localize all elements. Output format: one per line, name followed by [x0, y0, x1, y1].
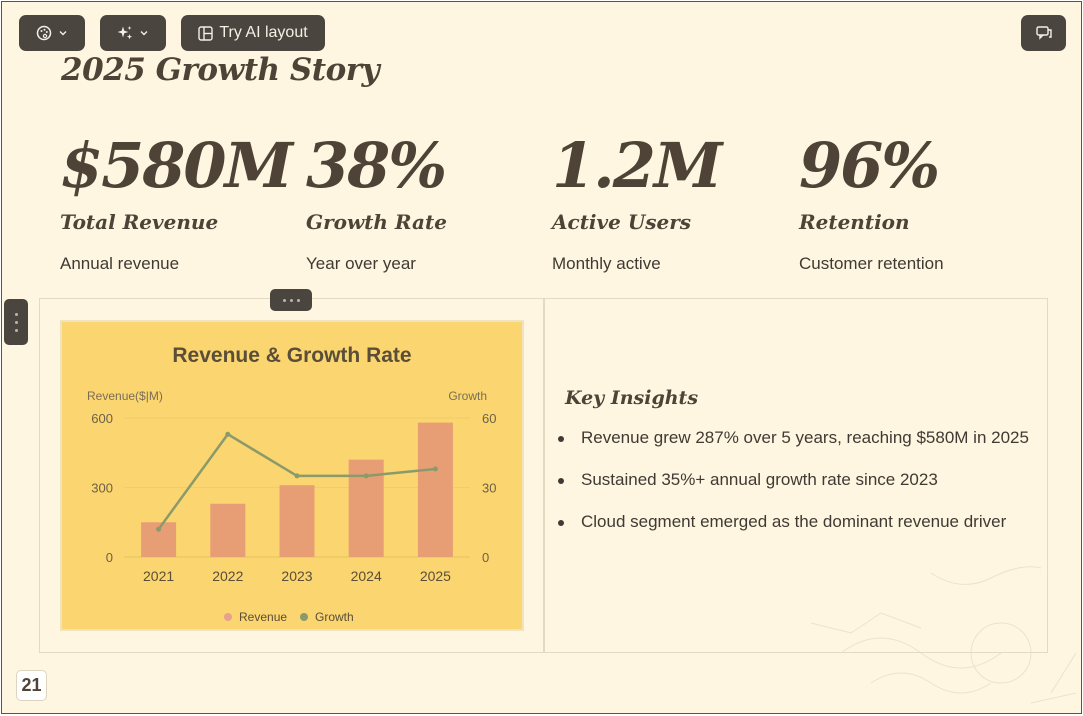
revenue-bar [417, 422, 453, 557]
try-ai-layout-label: Try AI layout [219, 24, 308, 41]
content-panel[interactable]: Revenue & Growth Rate Revenue($|M) Growt… [39, 298, 1048, 653]
sparkles-icon [117, 25, 133, 41]
stat-value: 1.2M [552, 129, 723, 202]
insight-item: Cloud segment emerged as the dominant re… [558, 509, 1035, 535]
stat-description: Year over year [306, 254, 416, 273]
stat-card-revenue[interactable]: $580M Total Revenue Annual revenue [60, 130, 300, 274]
revenue-growth-chart: Revenue & Growth Rate Revenue($|M) Growt… [87, 344, 496, 624]
legend-marker [224, 613, 232, 621]
stat-card-users[interactable]: 1.2M Active Users Monthly active [552, 130, 792, 274]
legend-marker [300, 613, 308, 621]
ai-menu-button[interactable] [100, 15, 166, 51]
insight-item: Sustained 35%+ annual growth rate since … [558, 467, 1035, 493]
y-tick-label-left: 300 [91, 481, 113, 496]
stat-label: Retention [799, 210, 910, 234]
legend-label: Growth [315, 610, 354, 624]
growth-point [156, 526, 162, 532]
chart-title: Revenue & Growth Rate [172, 344, 411, 367]
stat-value: $580M [60, 129, 293, 202]
palette-icon [36, 25, 52, 41]
block-drag-handle[interactable] [4, 299, 28, 345]
stat-value: 96% [799, 129, 940, 202]
stat-label: Growth Rate [306, 210, 447, 234]
stat-description: Customer retention [799, 254, 944, 273]
column-divider [543, 299, 545, 652]
layout-icon [198, 25, 214, 41]
stat-label: Active Users [552, 210, 692, 234]
x-tick-label: 2022 [212, 568, 243, 584]
stat-description: Monthly active [552, 254, 661, 273]
y-axis-label-left: Revenue($|M) [87, 389, 163, 403]
y-tick-label-left: 600 [91, 411, 113, 426]
x-tick-label: 2023 [281, 568, 312, 584]
insights-title: Key Insights [565, 387, 699, 409]
chevron-down-icon [58, 28, 68, 38]
insight-item: Revenue grew 287% over 5 years, reaching… [558, 425, 1035, 451]
try-ai-layout-button[interactable]: Try AI layout [181, 15, 325, 51]
x-tick-label: 2024 [351, 568, 382, 584]
stat-card-growth[interactable]: 38% Growth Rate Year over year [306, 130, 546, 274]
growth-point [225, 431, 231, 437]
comment-button[interactable] [1021, 15, 1066, 51]
growth-point [363, 473, 369, 479]
key-insights[interactable]: Key Insights Revenue grew 287% over 5 ye… [558, 387, 1035, 551]
y-axis-label-right: Growth [448, 389, 487, 403]
y-tick-label-left: 0 [106, 550, 113, 565]
revenue-bar [210, 503, 246, 557]
slide-title[interactable]: 2025 Growth Story [61, 52, 380, 88]
stat-label: Total Revenue [60, 210, 219, 234]
stat-card-retention[interactable]: 96% Retention Customer retention [799, 130, 1039, 274]
y-tick-label-right: 60 [482, 411, 496, 426]
x-tick-label: 2021 [143, 568, 174, 584]
row-drag-handle[interactable] [270, 289, 312, 311]
stat-description: Annual revenue [60, 254, 180, 273]
comment-icon [1035, 26, 1052, 40]
x-tick-label: 2025 [420, 568, 451, 584]
theme-button[interactable] [19, 15, 85, 51]
growth-point [432, 466, 438, 472]
growth-point [294, 473, 300, 479]
chart-card[interactable]: Revenue & Growth Rate Revenue($|M) Growt… [60, 320, 524, 631]
page-number: 21 [16, 670, 47, 701]
chevron-down-icon [139, 28, 149, 38]
stat-value: 38% [306, 129, 447, 202]
y-tick-label-right: 30 [482, 481, 496, 496]
y-tick-label-right: 0 [482, 550, 489, 565]
legend-label: Revenue [239, 610, 287, 624]
insights-list: Revenue grew 287% over 5 years, reaching… [558, 425, 1035, 535]
revenue-bar [279, 485, 315, 557]
